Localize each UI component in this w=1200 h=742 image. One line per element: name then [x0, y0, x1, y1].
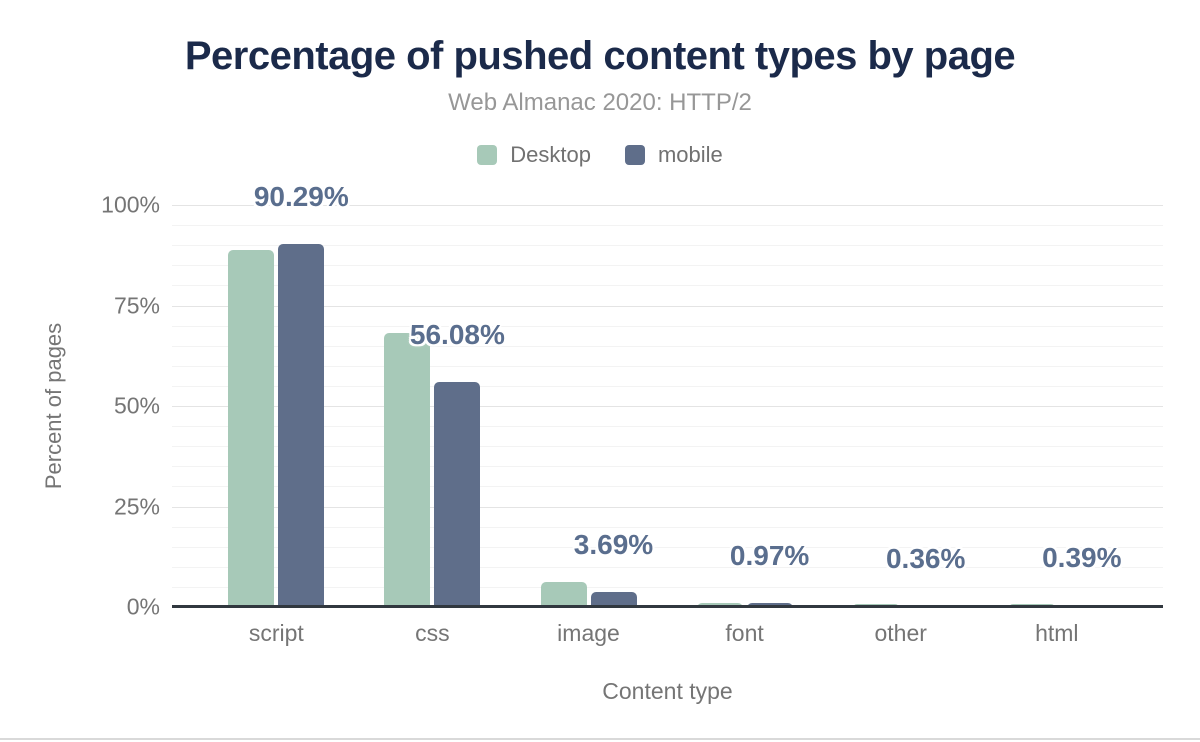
legend-label-desktop: Desktop: [510, 142, 591, 167]
gridline-minor: [172, 365, 1163, 367]
legend-item-mobile: mobile: [624, 142, 723, 168]
gridline-minor: [172, 566, 1163, 568]
bar-desktop-css: [384, 333, 431, 608]
mobile-swatch-icon: [624, 145, 645, 165]
gridline-minor: [172, 426, 1163, 428]
gridline-minor: [172, 345, 1163, 347]
x-tick-label-css: css: [415, 620, 450, 646]
data-label-script: 90.29%: [253, 181, 349, 213]
legend-label-mobile: mobile: [657, 142, 723, 167]
gridline-minor: [172, 446, 1163, 448]
data-label-css: 56.08%: [409, 318, 505, 350]
x-axis-title: Content type: [602, 678, 733, 704]
y-tick-label-75: 75%: [113, 292, 160, 318]
gridline-major: [172, 305, 1163, 307]
gridline-minor: [172, 486, 1163, 488]
y-tick-label-50: 50%: [113, 392, 160, 419]
y-tick-label-25: 25%: [113, 493, 160, 519]
x-tick-label-other: other: [874, 620, 927, 646]
gridline-major: [172, 506, 1163, 508]
x-tick-label-script: script: [248, 620, 304, 646]
bar-mobile-image: [590, 592, 637, 608]
y-tick-label-0: 0%: [126, 593, 160, 620]
legend: Desktop mobile: [0, 142, 1200, 168]
gridline-major: [172, 406, 1163, 407]
gridline-minor: [172, 526, 1163, 528]
gridline-minor: [172, 385, 1163, 387]
data-label-other: 0.36%: [885, 542, 966, 574]
x-tick-label-image: image: [557, 620, 620, 646]
data-label-font: 0.97%: [729, 540, 810, 572]
gridline-major: [172, 205, 1163, 206]
bar-desktop-image: [540, 582, 587, 608]
gridline-minor: [172, 245, 1163, 247]
gridline-minor: [172, 265, 1163, 267]
chart-subtitle: Web Almanac 2020: HTTP/2: [448, 89, 752, 116]
x-tick-label-html: html: [1035, 620, 1079, 646]
desktop-swatch-icon: [477, 145, 498, 165]
x-tick-label-font: font: [725, 620, 764, 646]
gridline-minor: [172, 325, 1163, 327]
figure-bottom-divider: [0, 738, 1200, 740]
gridline-minor: [172, 285, 1163, 287]
bar-desktop-script: [228, 249, 275, 608]
x-axis-line: [172, 605, 1163, 608]
data-label-image: 3.69%: [573, 529, 654, 561]
gridline-minor: [172, 546, 1163, 548]
gridline-minor: [172, 466, 1163, 468]
y-tick-label-100: 100%: [101, 191, 160, 218]
legend-item-desktop: Desktop: [477, 142, 591, 168]
bar-mobile-script: [278, 244, 325, 608]
chart-title: Percentage of pushed content types by pa…: [184, 34, 1016, 78]
gridline-minor: [172, 225, 1163, 227]
gridline-minor: [172, 586, 1163, 588]
bar-mobile-css: [434, 381, 481, 608]
data-label-html: 0.39%: [1042, 542, 1122, 574]
